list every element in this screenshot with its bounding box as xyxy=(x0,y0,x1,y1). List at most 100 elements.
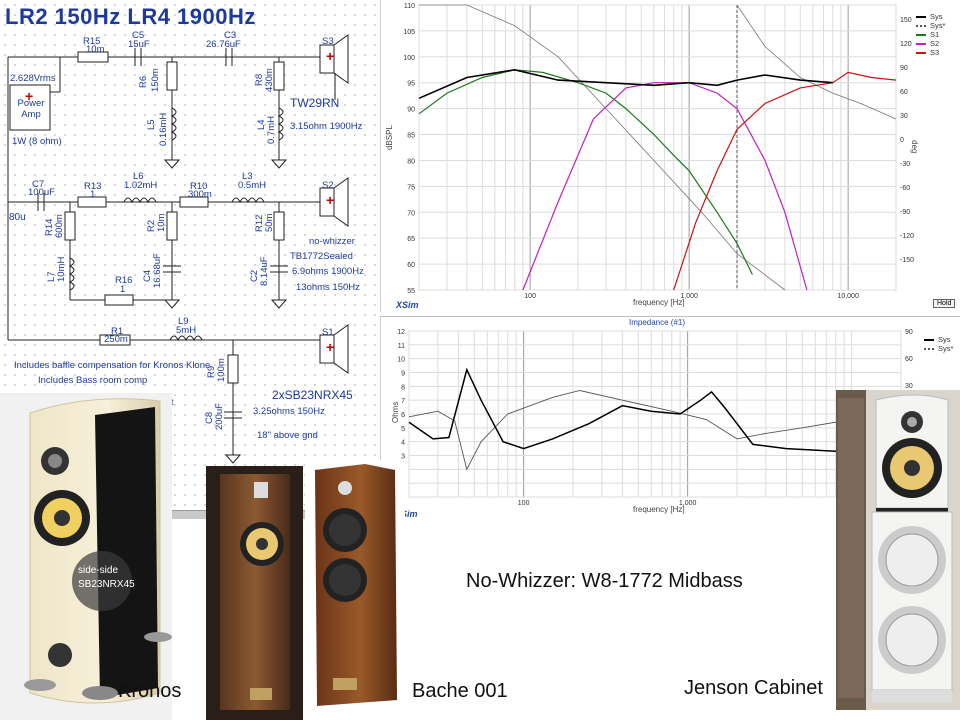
impedance-y-tick-label: 5 xyxy=(401,426,405,433)
spl-y-tick-label: 70 xyxy=(407,210,415,217)
c7-value: 100uF xyxy=(28,187,55,198)
impedance-ylabel: Ohms xyxy=(391,401,400,423)
spl-y2-tick-label: -90 xyxy=(900,209,910,216)
spl-y2-tick-label: -30 xyxy=(900,161,910,168)
impedance-title: Impedance (#1) xyxy=(629,318,686,327)
legend-item-sys: Sys xyxy=(916,12,945,21)
r6-label: R6 xyxy=(138,75,149,88)
impedance-y-tick-label: 6 xyxy=(401,412,405,419)
s1-curve xyxy=(418,69,753,275)
s3-label: S3 xyxy=(322,36,334,47)
s1-height-note: 18" above gnd xyxy=(257,430,318,441)
c7-label: C7 xyxy=(32,179,45,190)
spl-y-tick-label: 95 xyxy=(407,81,415,88)
spl-app-label: XSim xyxy=(396,300,419,310)
schematic-note-2: Includes Bass room comp xyxy=(38,375,148,386)
jenson-caption: Jenson Cabinet xyxy=(684,677,823,699)
kronos-photo: side-side SB23NRX45 xyxy=(0,393,172,720)
spl-x-tick-label: 10,000 xyxy=(837,293,859,300)
crossover-schematic: + + + + LR2 150Hz LR4 1900Hz 2.628Vrms P… xyxy=(0,0,380,510)
l5-label: L5 xyxy=(146,119,157,130)
impedance-x-tick-label: 1,000 xyxy=(679,500,697,507)
legend-item-s2: S2 xyxy=(916,39,945,48)
spl-y-tick-label: 85 xyxy=(407,133,415,140)
schematic-title: LR2 150Hz LR4 1900Hz xyxy=(5,4,256,29)
spl-y-tick-label: 105 xyxy=(403,29,415,36)
r12-value: 50m xyxy=(264,213,275,232)
s2-plus-sign: + xyxy=(326,192,334,208)
impedance-y-tick-label: 7 xyxy=(401,398,405,405)
impedance-y-tick-label: 12 xyxy=(397,329,405,336)
s3-curve xyxy=(673,71,897,291)
r1-label: R1 xyxy=(111,326,124,337)
spl-legend: Sys Sys* S1 S2 S3 xyxy=(916,12,945,57)
impedance-plot-panel: 12111098765432109060301001,000 Impedance… xyxy=(380,316,960,519)
s2-note-2: 13ohms 150Hz xyxy=(296,282,360,293)
r6-value: 150m xyxy=(150,68,161,92)
bache-photo-right xyxy=(305,460,405,720)
impedance-y2-tick-label: 60 xyxy=(905,356,913,363)
s3-note: 3.15ohm 1900Hz xyxy=(290,121,363,132)
c5-label: C5 xyxy=(132,30,145,41)
spl-plot-area xyxy=(418,4,897,291)
spl-y2-tick-label: -120 xyxy=(900,233,914,240)
r1-value: 250m xyxy=(104,334,128,345)
impedance-y-tick-label: 11 xyxy=(398,343,405,350)
s1-note: 3.25ohms 150Hz xyxy=(253,406,325,417)
s1-label: S1 xyxy=(322,327,334,338)
amp-plus-sign: + xyxy=(25,88,33,104)
impedance-app-label: Sim xyxy=(401,509,418,519)
s3-plus-sign: + xyxy=(326,48,334,64)
l4-value: 0.7mH xyxy=(266,116,277,144)
l9-value: 5mH xyxy=(176,325,197,336)
impedance-y-tick-label: 9 xyxy=(401,371,405,378)
r2-value: 10m xyxy=(156,213,167,232)
s3-name: TW29RN xyxy=(290,96,340,110)
spl-y2-tick-label: 60 xyxy=(900,89,908,96)
impedance-chart: 12111098765432109060301001,000 xyxy=(397,329,913,507)
legend-item-s3: S3 xyxy=(916,48,945,57)
spl-y2-tick-label: -150 xyxy=(900,257,914,264)
l6-label: L6 xyxy=(133,171,144,182)
l5-value: 0.16mH xyxy=(158,112,169,146)
s2-model: TB1772Sealed xyxy=(290,251,353,262)
spl-y-tick-label: 110 xyxy=(404,3,415,10)
spl-xlabel: frequency [Hz] xyxy=(633,298,685,307)
spl-y2-tick-label: 0 xyxy=(900,137,904,144)
impedance-y-tick-label: 4 xyxy=(401,440,405,447)
spl-y2-tick-label: 30 xyxy=(900,113,908,120)
impedance-legend: Sys Sys* xyxy=(924,335,953,353)
r13-label: R13 xyxy=(84,181,102,192)
r16-value: 1 xyxy=(120,284,126,295)
r10-value: 300m xyxy=(188,189,212,200)
r10-label: R10 xyxy=(190,181,208,192)
spl-y2label: deg xyxy=(910,140,919,154)
impedance-sys-star-curve xyxy=(408,390,852,471)
r14-value: 600m xyxy=(54,214,65,238)
schematic-note-1: Includes baffle compensation for Kronos … xyxy=(14,360,211,371)
r13-value: 1 xyxy=(90,189,96,200)
c8-value: 200uF xyxy=(214,403,225,430)
impedance-y2-tick-label: 90 xyxy=(905,329,913,336)
l6-value: 1.02mH xyxy=(124,180,158,191)
s2-note-1: 6.9ohms 1900Hz xyxy=(292,266,364,277)
power-amp-label: Power Amp xyxy=(17,98,45,120)
l3-label: L3 xyxy=(242,171,253,182)
spl-y-tick-label: 75 xyxy=(407,184,415,191)
l3-value: 0.5mH xyxy=(238,180,266,191)
hold-button[interactable]: Hold xyxy=(933,299,956,308)
impedance-y-tick-label: 10 xyxy=(397,357,405,364)
r16-label: R16 xyxy=(115,275,133,286)
c3-label: C3 xyxy=(224,30,237,41)
c7-side-value: 80u xyxy=(9,212,26,223)
impedance-xlabel: frequency [Hz] xyxy=(633,505,685,514)
r8-value: 430m xyxy=(264,68,275,92)
spl-x-tick-label: 100 xyxy=(524,293,536,300)
spl-plot-panel: 110 105 100 95 90 85 80 75 70 65 60 55 150 120 90 60 30 0… xyxy=(380,0,960,312)
spl-y-tick-label: 55 xyxy=(407,288,415,295)
schematic-wiring: + + + + xyxy=(7,34,349,464)
spl-ylabel: dBSPL xyxy=(385,125,394,150)
s2-name: no-whizzer xyxy=(309,236,355,247)
sys-curve xyxy=(418,68,833,100)
l9-label: L9 xyxy=(178,316,189,327)
